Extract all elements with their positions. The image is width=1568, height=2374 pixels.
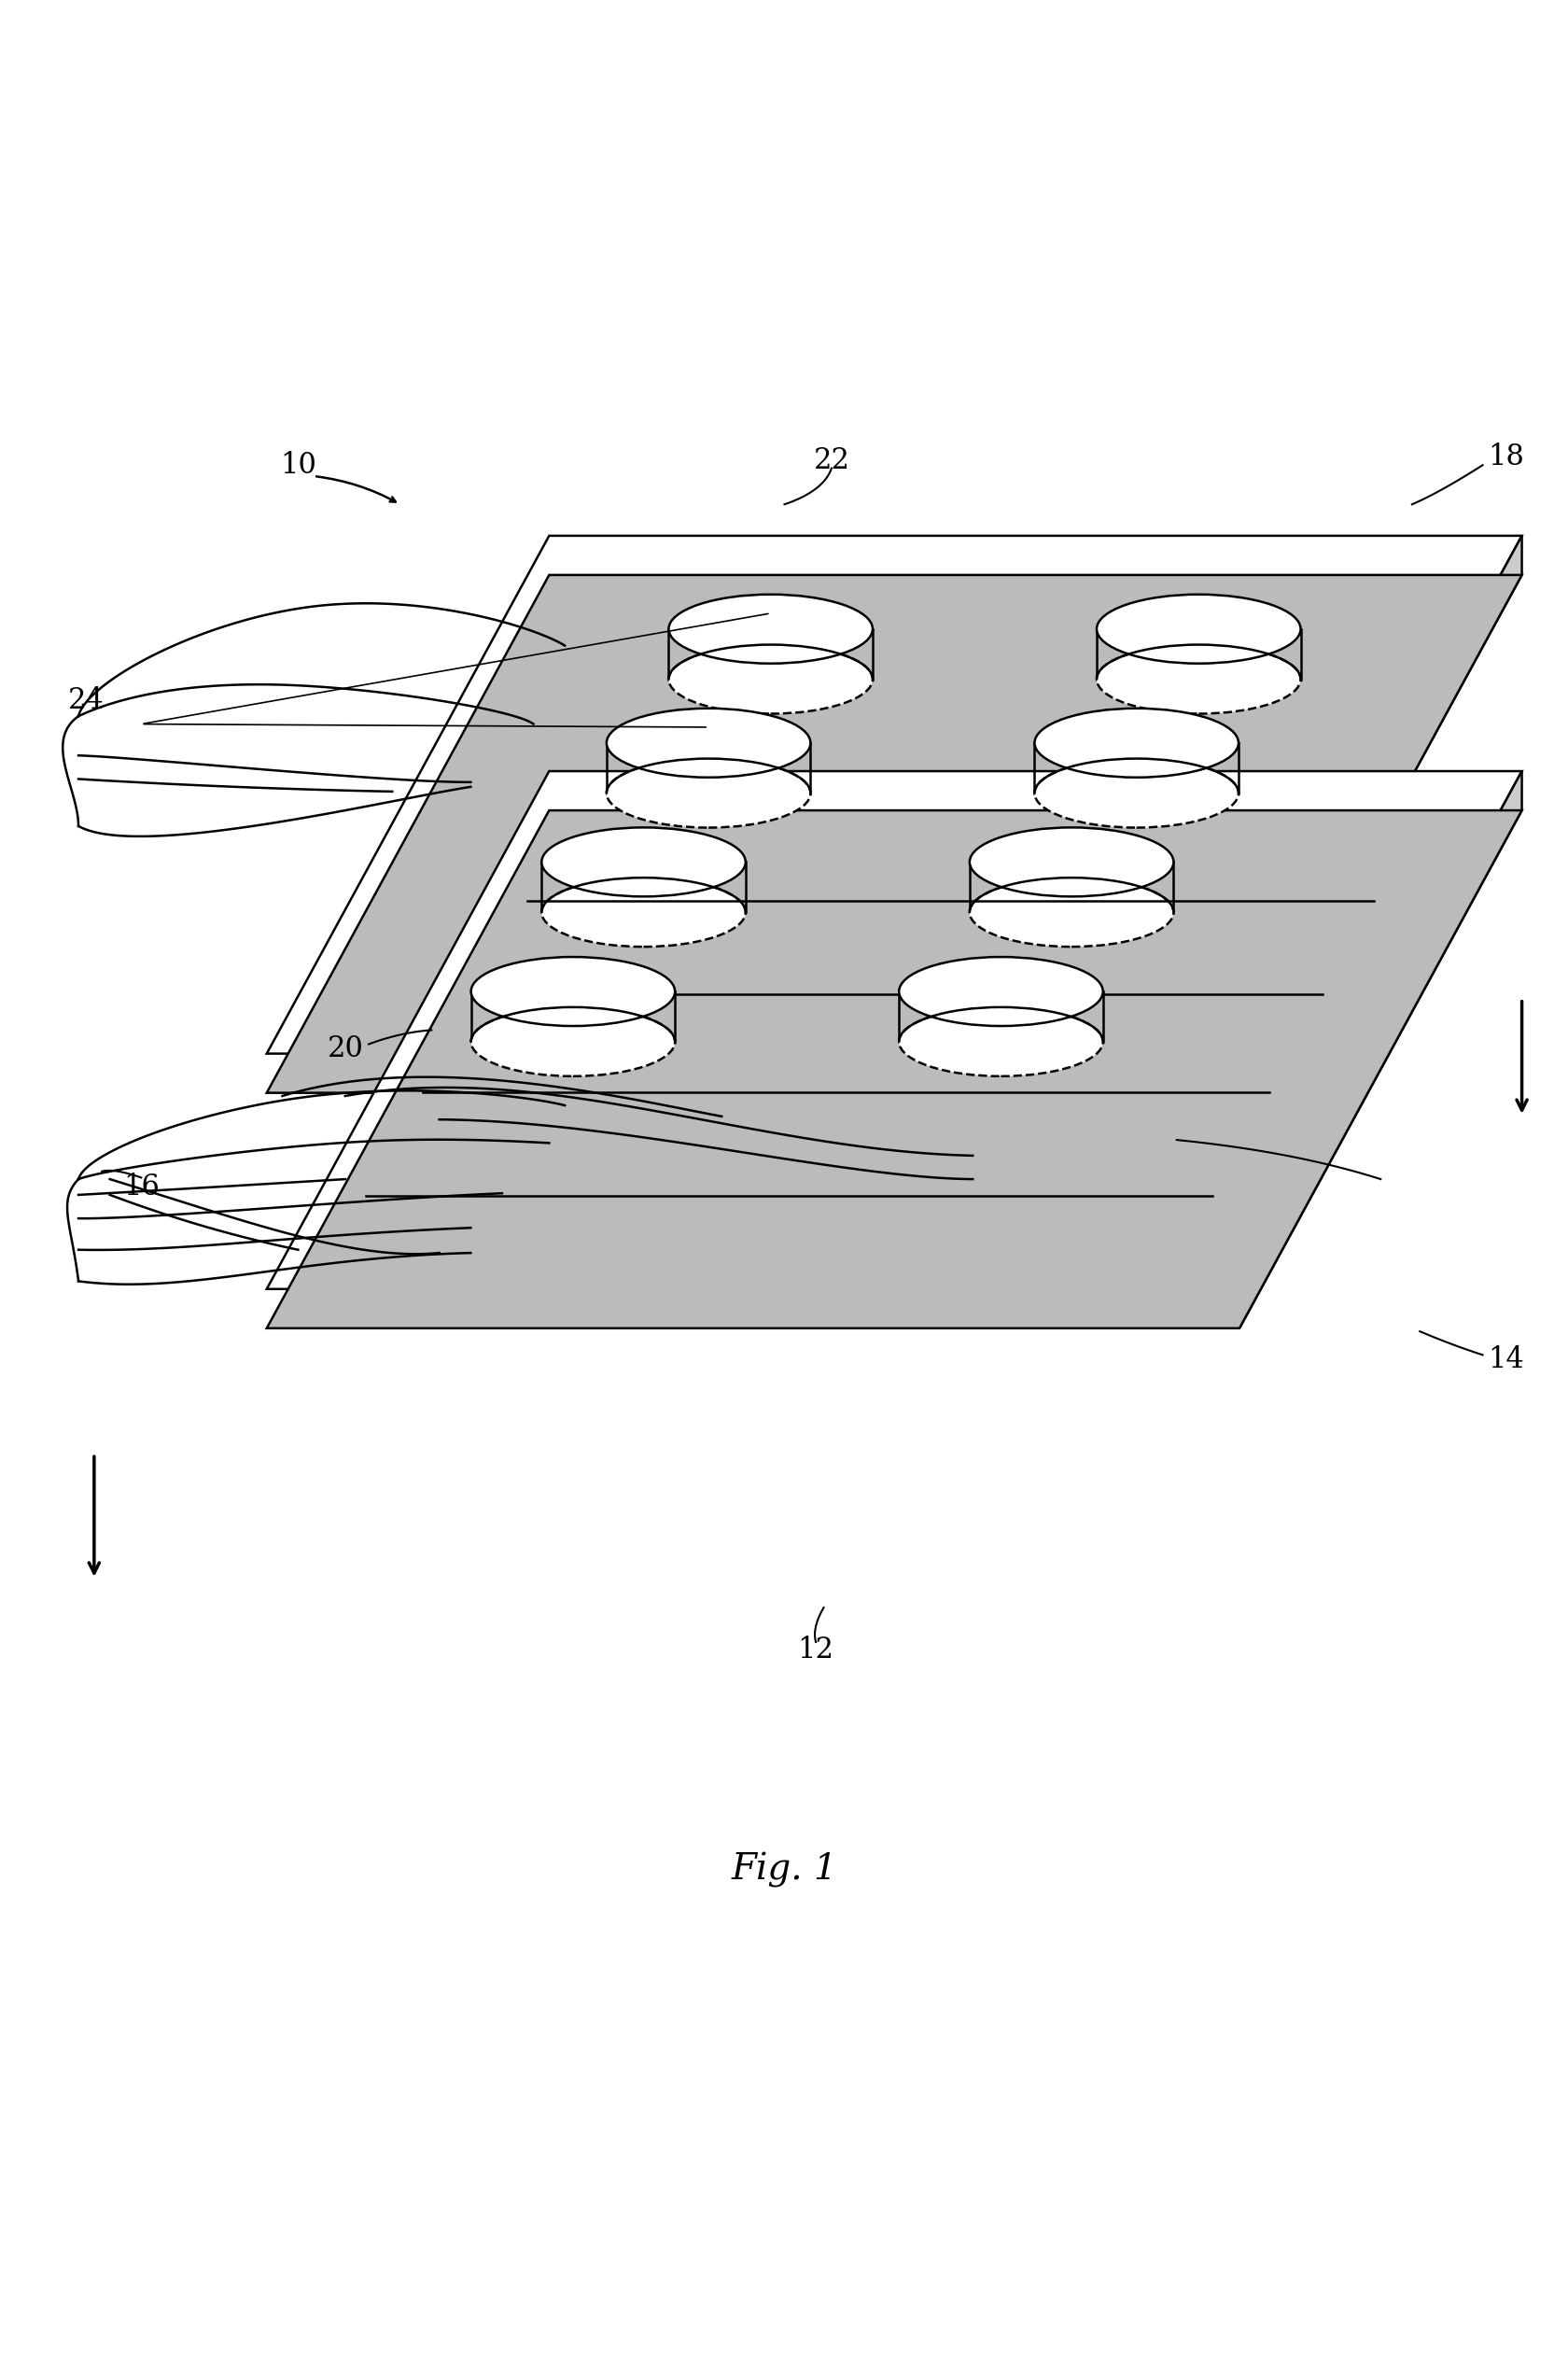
Text: Fig. 1: Fig. 1 [731, 1852, 837, 1887]
Ellipse shape [541, 878, 745, 947]
Polygon shape [267, 810, 1521, 1327]
Text: 10: 10 [279, 451, 317, 480]
Text: 22: 22 [812, 446, 850, 475]
Ellipse shape [607, 707, 811, 776]
Ellipse shape [898, 1007, 1102, 1075]
Ellipse shape [969, 829, 1173, 897]
Ellipse shape [1033, 760, 1237, 829]
Polygon shape [1239, 537, 1521, 1092]
Ellipse shape [470, 1007, 674, 1075]
Ellipse shape [607, 760, 811, 829]
Polygon shape [267, 772, 1521, 1289]
Text: 20: 20 [326, 1035, 364, 1064]
Polygon shape [1239, 772, 1521, 1327]
Text: 12: 12 [797, 1636, 834, 1664]
Text: 16: 16 [122, 1173, 160, 1201]
Polygon shape [267, 575, 1521, 1092]
Ellipse shape [470, 957, 674, 1026]
Polygon shape [267, 537, 1521, 1054]
Ellipse shape [969, 878, 1173, 947]
Ellipse shape [1096, 646, 1300, 715]
Ellipse shape [541, 829, 745, 897]
Text: 14: 14 [1486, 1346, 1524, 1375]
Ellipse shape [898, 957, 1102, 1026]
Ellipse shape [1033, 707, 1237, 776]
Ellipse shape [668, 594, 872, 662]
Text: 24: 24 [67, 686, 105, 715]
Ellipse shape [668, 646, 872, 715]
Ellipse shape [1096, 594, 1300, 662]
Text: 18: 18 [1486, 444, 1524, 472]
